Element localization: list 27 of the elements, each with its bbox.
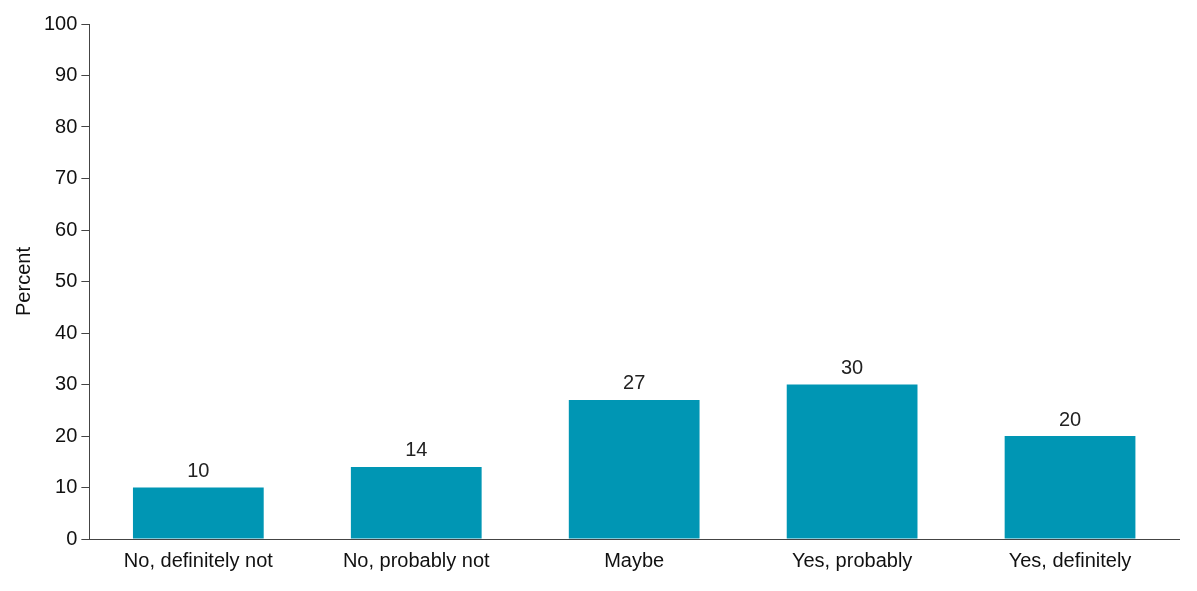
bar: [132, 487, 264, 539]
y-tick-label: 60: [55, 217, 78, 240]
bar: [1004, 436, 1136, 539]
data-label: 30: [840, 356, 864, 379]
y-tick-label: 0: [66, 526, 78, 549]
bar: [350, 466, 482, 539]
y-tick-label: 100: [43, 11, 78, 34]
x-tick-label: Yes, definitely: [1008, 548, 1132, 571]
x-tick-label: No, probably not: [342, 548, 491, 571]
y-tick-label: 30: [55, 372, 78, 395]
bar: [786, 384, 918, 539]
data-label: 10: [187, 459, 210, 482]
data-label: 14: [405, 438, 428, 461]
data-label: 20: [1058, 407, 1082, 430]
data-label: 27: [623, 371, 646, 394]
y-tick-label: 20: [55, 423, 78, 446]
y-tick-label: 80: [55, 114, 78, 137]
bar: [568, 399, 700, 539]
x-tick-label: Maybe: [604, 548, 665, 571]
y-tick-label: 50: [55, 269, 78, 292]
x-tick-label: No, definitely not: [123, 548, 274, 571]
y-tick-label: 70: [55, 166, 78, 189]
y-tick-label: 40: [55, 320, 78, 343]
y-tick-label: 90: [55, 63, 78, 86]
y-tick-label: 10: [55, 475, 78, 498]
x-tick-label: Yes, probably: [791, 548, 913, 571]
y-axis-title: Percent: [11, 246, 34, 316]
